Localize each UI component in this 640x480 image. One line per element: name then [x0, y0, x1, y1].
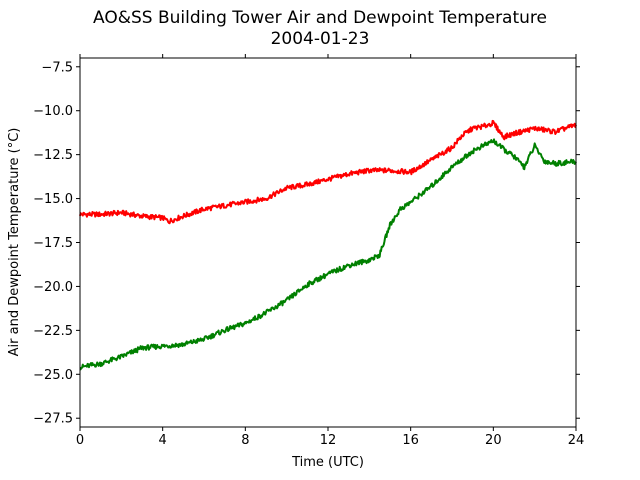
x-tick-label: 0 [76, 433, 84, 448]
y-axis-label: Air and Dewpoint Temperature (°C) [7, 128, 22, 357]
y-tick-label: −17.5 [33, 236, 73, 251]
y-tick-label: −12.5 [33, 148, 73, 163]
y-tick-label: −10.0 [33, 104, 73, 119]
y-tick-label: −7.5 [41, 60, 73, 75]
series-line-1 [79, 119, 577, 225]
y-tick-label: −20.0 [33, 280, 73, 295]
series-line-2 [79, 138, 577, 371]
x-axis-label: Time (UTC) [291, 455, 364, 470]
chart-subtitle: 2004-01-23 [270, 29, 370, 49]
plot-frame [79, 57, 577, 428]
y-tick-label: −25.0 [33, 368, 73, 383]
y-tick-label: −15.0 [33, 192, 73, 207]
x-tick-label: 8 [241, 433, 249, 448]
chart-title: AO&SS Building Tower Air and Dewpoint Te… [92, 8, 547, 28]
y-tick-label: −22.5 [33, 324, 73, 339]
y-tick-label: −27.5 [33, 412, 73, 427]
x-tick-label: 16 [402, 433, 419, 448]
x-tick-label: 4 [159, 433, 167, 448]
x-tick-label: 24 [568, 433, 585, 448]
x-tick-label: 12 [320, 433, 337, 448]
x-tick-label: 20 [485, 433, 502, 448]
